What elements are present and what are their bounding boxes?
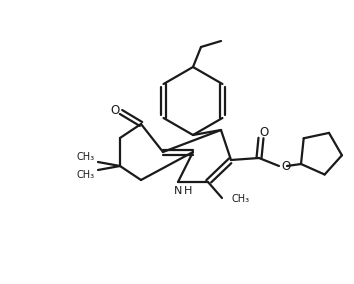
Text: CH₃: CH₃ <box>231 194 249 204</box>
Text: CH₃: CH₃ <box>77 170 95 180</box>
Text: N: N <box>174 186 182 196</box>
Text: O: O <box>281 160 291 172</box>
Text: CH₃: CH₃ <box>77 152 95 162</box>
Text: O: O <box>259 126 269 139</box>
Text: H: H <box>184 186 192 196</box>
Text: O: O <box>110 103 120 116</box>
